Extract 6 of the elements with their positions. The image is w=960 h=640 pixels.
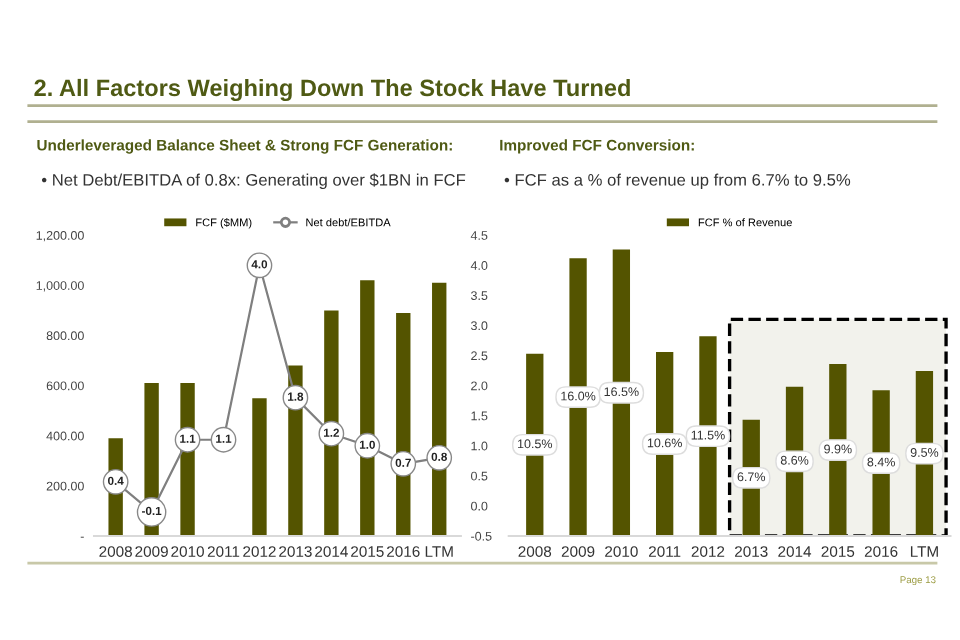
chart-subtitle: • Net Debt/EBITDA of 0.8x: Generating over $1BN in FCF <box>41 173 466 190</box>
bar <box>252 398 267 536</box>
chart-subtitle: • FCF as a % of revenue up from 6.7% to 9.5% <box>504 173 851 190</box>
text: 2. All Factors Weighing Down The Stock Have Turned <box>34 78 630 101</box>
bar <box>324 310 339 536</box>
bar <box>360 280 375 536</box>
